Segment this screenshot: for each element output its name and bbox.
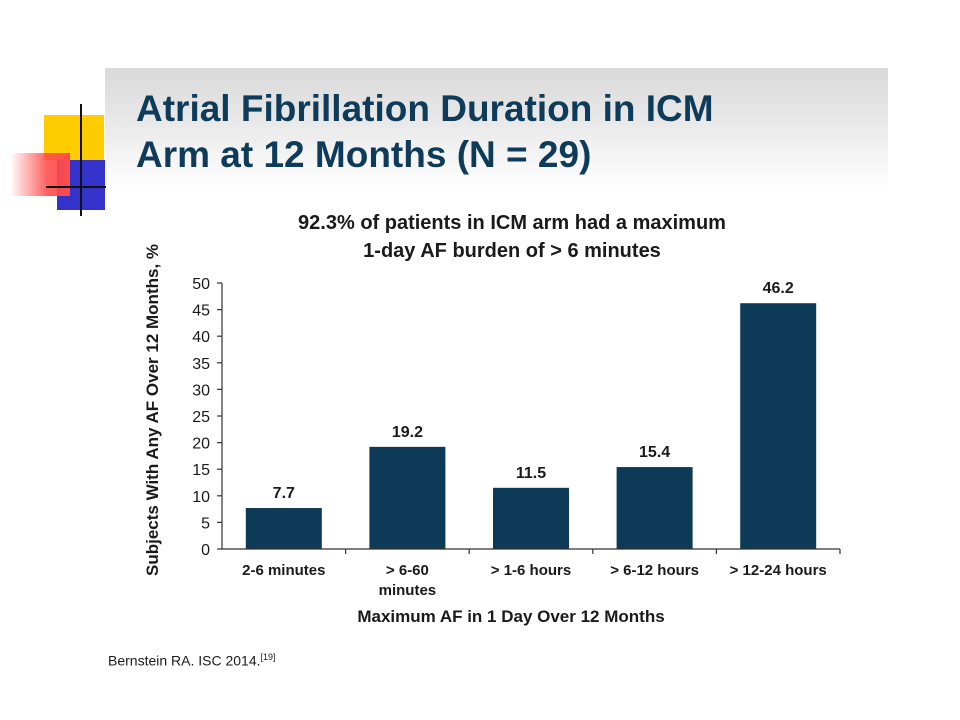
y-tick-label: 5 [201,515,210,532]
y-tick-label: 35 [192,356,210,373]
citation: Bernstein RA. ISC 2014.[19] [108,652,276,669]
slide-title-line-2: Arm at 12 Months (N = 29) [136,134,592,175]
logo-red-square [12,153,70,196]
x-category-label: > 1-6 hours [491,562,571,579]
bar [616,467,693,549]
bars: 7.7 19.2 11.5 15.4 46.2 [245,280,817,549]
y-tick-label: 25 [192,409,210,426]
chart-title-line-1: 92.3% of patients in ICM arm had a maxim… [298,212,726,234]
x-category-label: > 12-24 hours [730,562,827,579]
slide-title: Atrial Fibrillation Duration in ICM Arm … [136,86,876,178]
y-tick-label: 45 [192,303,210,320]
chart-title: 92.3% of patients in ICM arm had a maxim… [298,212,726,262]
y-axis-ticks: 0 5 10 15 20 25 30 35 40 45 50 [192,276,222,559]
bar-value-label: 7.7 [273,485,295,502]
y-tick-label: 10 [192,489,210,506]
y-tick-label: 40 [192,329,210,346]
logo-horizontal-line [46,186,106,188]
bar-value-label: 15.4 [639,444,670,461]
bar [245,508,322,549]
citation-reference: [19] [260,652,276,662]
y-tick-label: 50 [192,276,210,293]
bar-value-label: 19.2 [392,424,423,441]
bar-value-label: 46.2 [763,280,794,297]
chart-title-line-2: 1-day AF burden of > 6 minutes [363,240,661,262]
citation-text: Bernstein RA. ISC 2014. [108,652,261,669]
y-tick-label: 0 [201,542,210,559]
logo-yellow-square [44,115,104,160]
x-axis-categories: 2-6 minutes > 6-60 minutes > 1-6 hours > 6-1… [242,549,841,599]
y-tick-label: 30 [192,382,210,399]
x-category-label: > 6-12 hours [610,562,699,579]
y-tick-label: 20 [192,436,210,453]
bar [493,487,569,549]
slide-title-line-1: Atrial Fibrillation Duration in ICM [136,88,714,129]
x-category-label: > 6-60 [386,562,429,579]
x-category-label: 2-6 minutes [242,562,325,579]
x-axis-label: Maximum AF in 1 Day Over 12 Months [357,607,664,626]
title-banner [105,68,888,190]
y-tick-label: 15 [192,462,210,479]
bar-value-label: 11.5 [516,465,546,482]
decorative-squares-logo [12,100,112,220]
bar [369,446,446,549]
bar [740,303,817,549]
logo-vertical-line [80,104,82,216]
x-category-label: minutes [379,582,437,599]
y-axis-label: Subjects With Any AF Over 12 Months, % [143,244,162,576]
